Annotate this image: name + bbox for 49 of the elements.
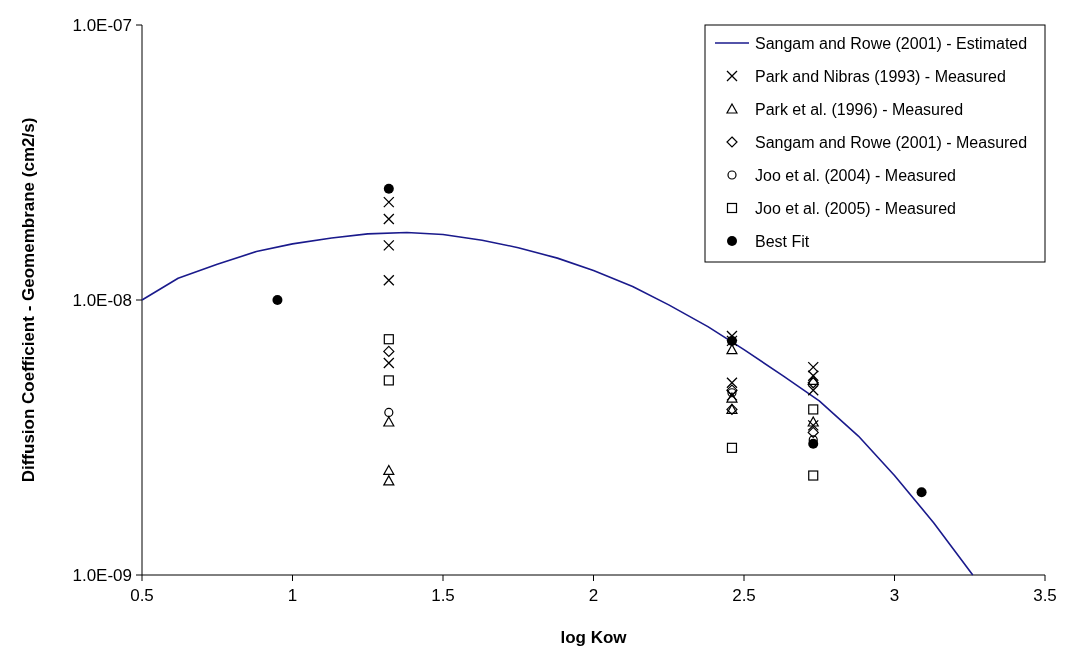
point	[726, 442, 738, 453]
x-tick-label: 2.5	[732, 586, 756, 605]
point	[916, 487, 927, 498]
x-tick-label: 2	[588, 586, 599, 605]
point	[383, 475, 395, 486]
point	[807, 426, 819, 439]
x-axis-title: log Kow	[560, 628, 628, 647]
point	[726, 377, 738, 389]
point	[807, 361, 819, 373]
point	[272, 295, 283, 305]
legend-label: Sangam and Rowe (2001) - Estimated	[755, 34, 1028, 52]
point	[383, 334, 394, 345]
point	[726, 344, 738, 355]
point	[383, 416, 395, 427]
x-tick-label: 3.5	[1033, 586, 1057, 605]
point	[727, 388, 737, 398]
point	[383, 239, 395, 252]
x-tick-label: 0.5	[130, 586, 154, 605]
point	[808, 404, 819, 415]
legend-label: Park et al. (1996) - Measured	[755, 100, 964, 118]
point	[383, 213, 395, 225]
y-tick-label: 1.0E-07	[72, 15, 132, 35]
point	[383, 375, 394, 386]
y-axis-title: Diffusion Coefficient - Geomembrane (cm2/s)	[19, 117, 38, 483]
point	[807, 419, 819, 432]
legend-label: Best Fit	[755, 232, 810, 250]
legend-label: Park and Nibras (1993) - Measured	[755, 67, 1006, 85]
x-tick-label: 1	[287, 586, 298, 605]
legend-label: Sangam and Rowe (2001) - Measured	[755, 133, 1028, 151]
x-tick-label: 1.5	[431, 586, 455, 605]
point	[383, 183, 394, 194]
point	[808, 438, 819, 449]
x-tick-label: 3	[889, 586, 900, 605]
point	[383, 464, 395, 476]
point	[808, 470, 819, 481]
line-series	[141, 231, 974, 576]
point	[383, 274, 395, 286]
point	[383, 196, 395, 208]
legend-label: Joo et al. (2005) - Measured	[755, 199, 956, 217]
y-tick-label: 1.0E-08	[72, 290, 132, 310]
point	[384, 407, 394, 418]
legend-label: Joo et al. (2004) - Measured	[755, 166, 956, 184]
point	[383, 357, 395, 369]
point	[807, 384, 819, 396]
point	[807, 370, 819, 382]
y-tick-label: 1.0E-09	[72, 565, 132, 585]
point	[383, 345, 395, 358]
point	[726, 384, 738, 396]
point	[807, 416, 819, 427]
